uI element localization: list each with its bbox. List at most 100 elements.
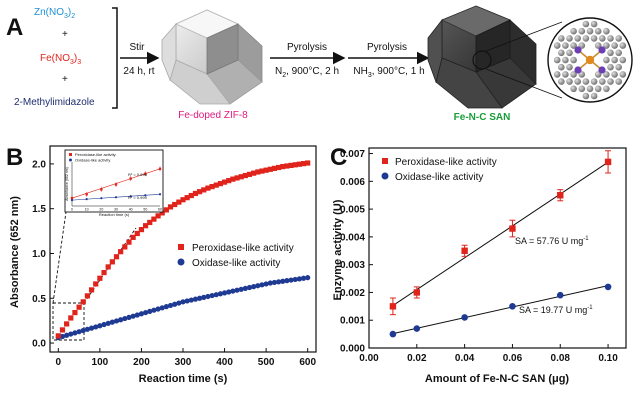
peroxidase-data-point: [201, 187, 207, 193]
oxidase-data-point: [80, 327, 86, 334]
oxidase-data-point: [88, 325, 95, 331]
carbon-atom: [558, 63, 565, 71]
zoom-source-circle: [472, 50, 492, 70]
peroxidase-data-point: [230, 176, 236, 182]
oxidase-data-point: [155, 306, 161, 312]
carbon-atom: [615, 63, 622, 71]
nitrogen-atom-4: [598, 66, 606, 74]
nitrogen-atom-1: [574, 46, 582, 54]
oxidase-data-point: [280, 278, 286, 284]
peroxidase-data-point: [184, 195, 190, 201]
step2-top-label: Pyrolysis: [287, 42, 327, 53]
oxidase-data-point: [288, 277, 294, 283]
inset-peroxidase-point: [129, 177, 132, 180]
peroxidase-data-point: [255, 169, 261, 175]
peroxidase-data-point: [76, 304, 82, 310]
panel-b-x-tick-label: 500: [258, 357, 275, 368]
carbon-atom: [553, 42, 561, 49]
inset-data: 0 10 20 30 40 50 60: [70, 162, 162, 212]
panel-c-xlabel: Amount of Fe-N-C SAN (μg): [425, 373, 570, 385]
peroxidase-data-point: [217, 181, 224, 187]
carbon-atom: [558, 35, 565, 42]
step3-top-label: Pyrolysis: [367, 42, 407, 53]
panel-b-x-tick-label: 200: [133, 357, 150, 368]
panel-b-y-tick-label: 0.0: [32, 339, 46, 350]
inset-peroxidase-point: [85, 193, 88, 196]
peroxidase-data-point: [72, 309, 78, 316]
reagent-zn-nitrate: Zn(NO3)2: [34, 7, 75, 20]
carbon-atom: [582, 78, 590, 85]
oxidase-data-point: [64, 332, 70, 338]
inset-x-tick-label: 40: [129, 208, 133, 212]
reagent-zn-nitrate-paren: ): [68, 7, 71, 18]
peroxidase-data-point: [263, 167, 269, 173]
oxidase-data-point: [509, 303, 516, 310]
carbon-atom: [553, 71, 561, 78]
oxidase-data-point: [263, 281, 269, 287]
carbon-atom: [615, 78, 622, 85]
oxidase-data-point: [159, 305, 165, 311]
carbon-atom: [562, 42, 569, 49]
oxidase-data-point: [134, 312, 140, 318]
panel-c: C 0.00 0.02 0.04 0.06 0.08 0.100.0000.0010.00…: [330, 144, 627, 385]
carbon-atom: [578, 27, 586, 35]
panel-b-y-tick-label: 2.0: [32, 159, 46, 170]
legend-c-oxidase-label: Oxidase-like activity: [395, 172, 483, 183]
inset-r2-peroxidase: R² = 0.998: [128, 172, 148, 177]
peroxidase-data-point: [292, 162, 298, 168]
peroxidase-data-point: [509, 225, 516, 232]
panel-a-letter: A: [6, 14, 23, 41]
peroxidase-data-point: [130, 234, 136, 240]
oxidase-data-point: [230, 288, 236, 294]
step2-conditions: , 900°C, 2 h: [286, 66, 339, 77]
step3-conditions: , 900°C, 1 h: [372, 66, 425, 77]
legend-peroxidase-label: Peroxidase-like activity: [192, 243, 294, 254]
oxidase-data-point: [221, 290, 228, 296]
peroxidase-data-point: [259, 168, 265, 174]
oxidase-data-point: [217, 291, 224, 297]
annotation-sa-oxidase-sup: -1: [587, 305, 593, 311]
inset-peroxidase-point: [114, 183, 118, 186]
peroxidase-data-point: [122, 244, 128, 250]
panel-c-ylabel: Enzyme activity (U): [332, 199, 344, 300]
carbon-atom: [574, 78, 581, 85]
oxidase-data-point: [267, 280, 273, 286]
inset-x-tick-label: 30: [114, 208, 118, 212]
inset-x-tick-label: 10: [85, 208, 89, 212]
panel-b-x-tick-label: 300: [175, 357, 192, 368]
peroxidase-data-point: [163, 207, 169, 213]
peroxidase-data-point: [305, 160, 311, 166]
peroxidase-data-point: [59, 327, 66, 333]
peroxidase-data-point: [109, 259, 115, 265]
step3-gas-sub: 3: [368, 72, 372, 79]
peroxidase-data-point: [188, 192, 194, 199]
atomic-structure-zoom: [547, 17, 633, 103]
reagent-fe-nitrate-base: Fe(NO: [40, 53, 70, 64]
inset-peroxidase-point: [70, 196, 74, 200]
oxidase-data-point: [101, 321, 107, 328]
peroxidase-data-point: [389, 303, 397, 310]
carbon-atom: [599, 78, 606, 85]
carbon-atom: [582, 35, 590, 42]
step3-gas: NH: [353, 66, 367, 77]
panel-c-x-tick-label: 0.02: [407, 353, 427, 364]
peroxidase-data-point: [118, 249, 124, 255]
fenc-san-label: Fe-N-C SAN: [454, 112, 511, 123]
oxidase-data-point: [296, 276, 302, 282]
carbon-atom: [566, 78, 573, 85]
oxidase-data-point: [201, 294, 207, 300]
carbon-atom: [566, 49, 573, 57]
peroxidase-fit-line: [392, 161, 609, 306]
oxidase-data-point: [68, 331, 74, 337]
oxidase-data-point: [246, 284, 253, 291]
zoom-line-top: [485, 21, 563, 52]
inset-legend-peroxidase: Peroxidase-like activity: [75, 152, 116, 157]
panel-b-legend: Peroxidase-like activity Oxidase-like ac…: [177, 243, 294, 269]
panel-c-y-tick-label: 0.001: [340, 316, 365, 327]
inset-oxidase-point: [114, 196, 118, 199]
carbon-atom: [562, 71, 569, 78]
peroxidase-data-point: [97, 275, 103, 281]
peroxidase-data-point: [267, 166, 273, 172]
peroxidase-data-point: [55, 333, 61, 339]
